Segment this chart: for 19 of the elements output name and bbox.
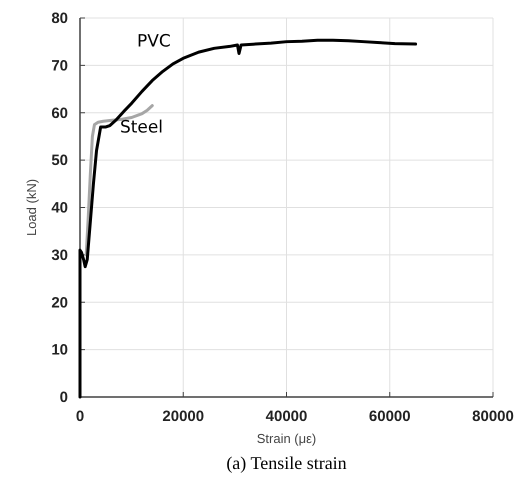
series-label: Steel: [120, 118, 164, 138]
y-tick-label: 80: [51, 10, 68, 27]
text: (a) Tensile strain: [226, 453, 347, 473]
y-tick-label: 30: [51, 246, 68, 264]
x-tick-label: 40000: [266, 408, 308, 425]
x-tick-label: 20000: [162, 408, 204, 425]
x-tick-label: 60000: [368, 408, 411, 425]
x-tick-label: 0: [76, 408, 84, 425]
series-label: PVC: [136, 31, 171, 52]
y-axis-title: Load (kN): [24, 178, 39, 236]
y-tick-label: 0: [60, 389, 68, 406]
y-tick-label: 40: [51, 200, 68, 216]
y-tick-label: 60: [51, 104, 68, 122]
x-tick-label: 80000: [472, 408, 514, 425]
y-tick-label: 10: [51, 342, 68, 359]
y-tick-label: 70: [51, 57, 68, 74]
y-tick-label: 50: [51, 152, 68, 170]
x-axis-title: Strain (με): [256, 431, 316, 446]
y-tick-label: 20: [51, 294, 68, 312]
